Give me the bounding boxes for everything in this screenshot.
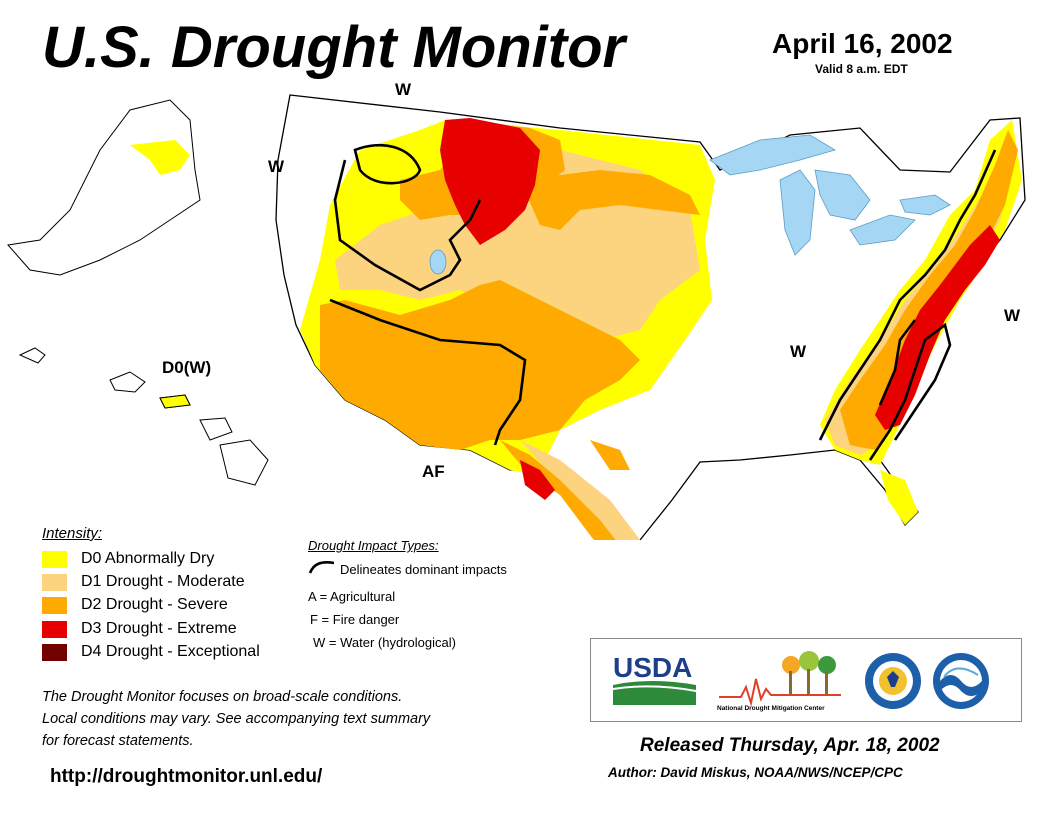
alaska-d0 (130, 140, 190, 175)
ndmc-logo-text: National Drought Mitigation Center (717, 705, 825, 712)
legend-row-d4: D4 Drought - Exceptional (42, 642, 260, 662)
ndmc-logo: National Drought Mitigation Center (717, 651, 841, 712)
impact-line-icon (308, 561, 335, 574)
map-date: April 16, 2002 (772, 28, 953, 59)
impact-fire: F = Fire danger (310, 612, 400, 627)
impact-label-north: W (395, 80, 412, 99)
d3-zones (440, 118, 1000, 500)
legend-label-d3: D3 Drought - Extreme (81, 620, 237, 637)
impact-label-east: W (1004, 306, 1021, 325)
hawaii-d0 (159, 394, 191, 409)
legend-row-d3: D3 Drought - Extreme (42, 619, 237, 639)
great-lakes (429, 134, 951, 275)
legend-label-d2: D2 Drought - Severe (81, 596, 228, 613)
legend-swatch-d2 (42, 596, 67, 614)
author-credit: Author: David Miskus, NOAA/NWS/NCEP/CPC (608, 765, 903, 780)
legend-row-d1: D1 Drought - Moderate (42, 572, 245, 592)
disclaimer-note: The Drought Monitor focuses on broad-sca… (42, 686, 582, 752)
website-link[interactable]: http://droughtmonitor.unl.edu/ (50, 766, 323, 787)
impact-boundaries (329, 143, 997, 461)
release-date: Released Thursday, Apr. 18, 2002 (640, 735, 940, 756)
legend-label-d4: D4 Drought - Exceptional (81, 643, 260, 660)
legend-swatch-d4 (42, 643, 67, 661)
impact-label-af: AF (422, 462, 445, 481)
noaa-logo-icon (933, 653, 989, 709)
impact-label-west: W (268, 157, 285, 176)
impact-label-midsouth: W (790, 342, 807, 361)
logo-strip: USDA National Drought Mitigation Center (612, 651, 989, 712)
impact-types-title: Drought Impact Types: (308, 538, 439, 553)
drought-map (7, 94, 1026, 540)
legend-label-d1: D1 Drought - Moderate (81, 573, 245, 590)
legend-row-d2: D2 Drought - Severe (42, 595, 228, 615)
legend-swatch-d3 (42, 620, 67, 638)
legend-title: Intensity: (42, 525, 103, 542)
usda-logo: USDA (612, 652, 697, 705)
note-line-2: Local conditions may vary. See accompany… (42, 711, 431, 727)
page-title: U.S. Drought Monitor (42, 15, 626, 80)
commerce-seal-icon (865, 653, 921, 709)
legend-label-d0: D0 Abnormally Dry (81, 550, 215, 567)
hawaii (18, 347, 269, 486)
impact-agricultural: A = Agricultural (308, 589, 396, 604)
note-line-3: for forecast statements. (42, 733, 194, 749)
hawaii-label: D0(W) (162, 358, 212, 377)
usda-logo-text: USDA (613, 652, 692, 683)
legend-swatch-d0 (42, 550, 67, 568)
partner-logos: USDA National Drought Mitigation Center (590, 638, 1022, 722)
alaska (7, 99, 201, 276)
impact-water: W = Water (hydrological) (313, 635, 456, 650)
valid-time: Valid 8 a.m. EDT (815, 62, 908, 76)
impact-delineates: Delineates dominant impacts (340, 562, 507, 577)
legend-row-d0: D0 Abnormally Dry (42, 549, 214, 569)
note-line-1: The Drought Monitor focuses on broad-sca… (42, 689, 403, 705)
d2-zones (320, 120, 1018, 540)
legend-swatch-d1 (42, 573, 67, 591)
